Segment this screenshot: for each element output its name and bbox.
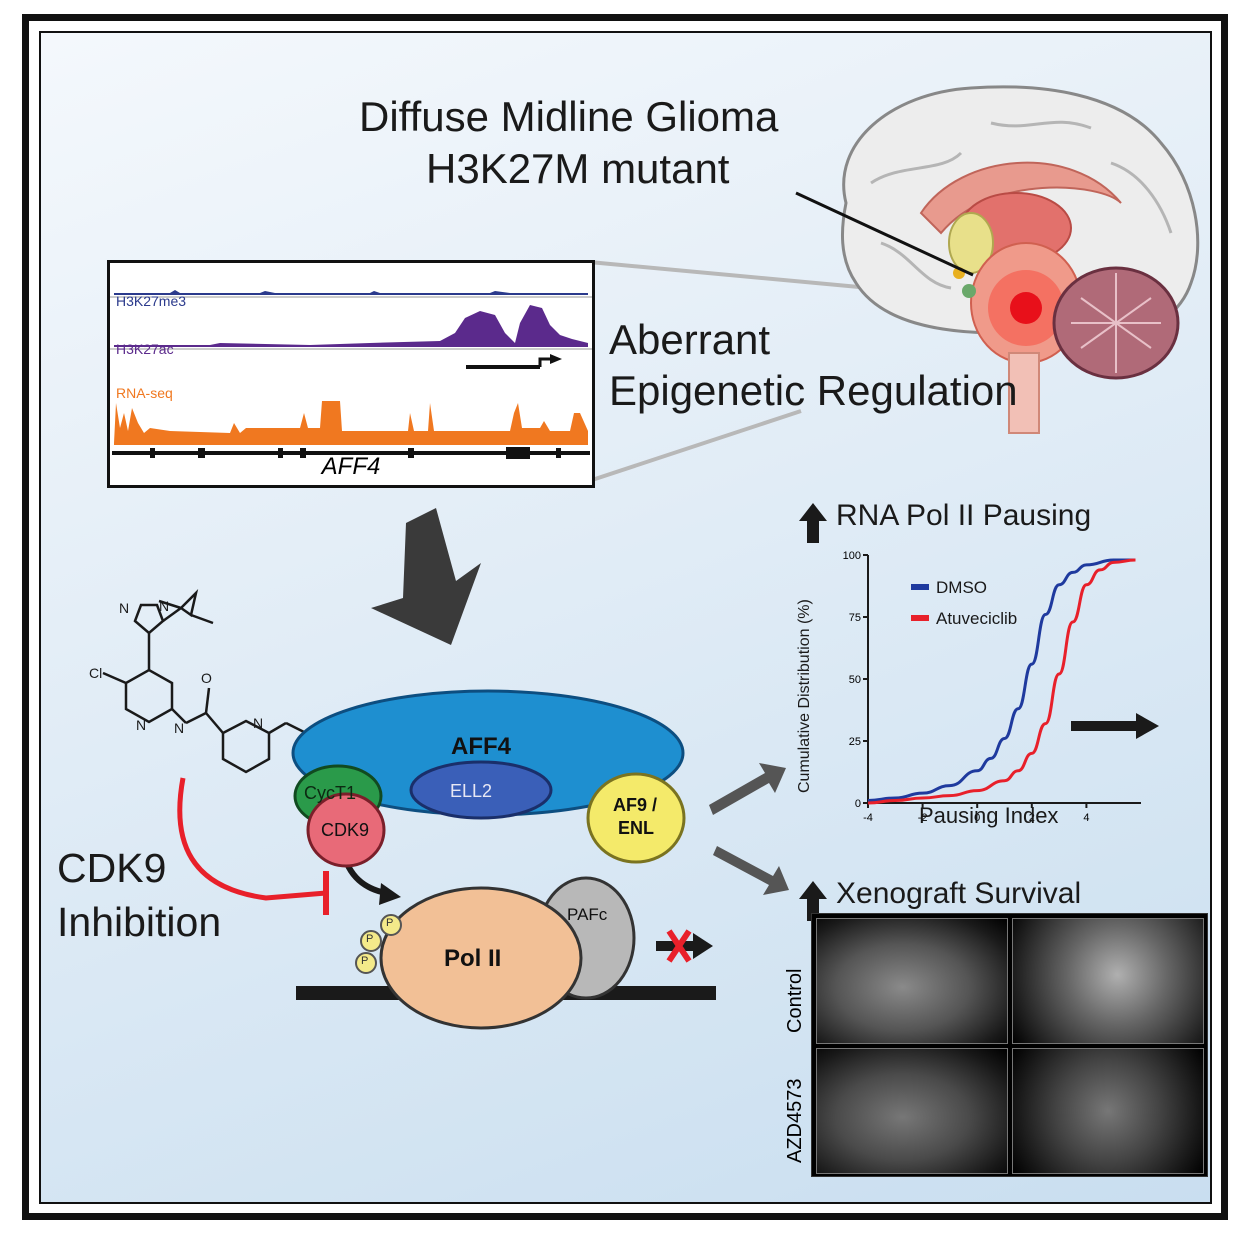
brain-folds: [870, 120, 1173, 290]
mri-row-label-control: Control: [784, 968, 806, 1033]
svg-text:N: N: [253, 715, 263, 731]
mri-control-axial: [1012, 918, 1204, 1044]
mri-azd-sagittal: [816, 1048, 1008, 1174]
x-tick-label: -2: [918, 812, 928, 824]
mri-azd-axial: [1012, 1048, 1204, 1174]
legend-label-atuveciclib: Atuveciclib: [936, 609, 1018, 628]
pointer-line: [795, 191, 974, 277]
title-line1: Diffuse Midline Glioma: [359, 93, 779, 140]
phospho-label-2: P: [366, 933, 374, 945]
up-arrow-survival: [799, 881, 827, 921]
title-line2: H3K27M mutant: [426, 145, 730, 192]
mri-row-label-azd: AZD4573: [784, 1078, 806, 1164]
up-arrow-pausing: [799, 503, 827, 543]
arrow-to-chart: [709, 763, 786, 815]
y-tick-label: 100: [843, 550, 861, 562]
svg-text:N: N: [119, 600, 129, 616]
chart-y-label: Cumulative Distribution (%): [796, 599, 813, 793]
cdk9-label: CDK9: [321, 820, 370, 840]
pafc-label: PAFc: [567, 905, 608, 924]
track-h3k27me3: [114, 290, 588, 295]
aff4-complex: [291, 689, 686, 1030]
x-tick-label: 0: [974, 812, 980, 824]
track-label-h3k27ac: H3K27ac: [116, 341, 174, 357]
transcription-arrow-head: [693, 933, 713, 959]
x-tick-label: 4: [1083, 812, 1089, 824]
shift-arrow-head: [1136, 713, 1159, 739]
shift-arrow-body: [1071, 721, 1139, 731]
svg-text:N: N: [159, 598, 169, 614]
genome-tracks: [110, 290, 592, 459]
series-line-dmso: [867, 558, 1136, 802]
svg-text:Cl: Cl: [89, 665, 102, 681]
arrow-to-xenograft: [713, 846, 789, 895]
track-rnaseq: [114, 401, 588, 445]
aberrant-line2: Epigenetic Regulation: [609, 367, 1018, 414]
legend-label-dmso: DMSO: [936, 578, 987, 597]
polii-ellipse: [379, 886, 583, 1030]
down-arrow: [371, 508, 481, 645]
pausing-title: RNA Pol II Pausing: [836, 499, 1092, 532]
svg-text:N: N: [136, 717, 146, 733]
cerebellum-branches: [1071, 273, 1161, 373]
chart-x-label: Pausing Index: [919, 803, 1059, 828]
inhibition-line2: Inhibition: [57, 899, 222, 945]
x-tick-label: -4: [863, 812, 873, 824]
phospho-2: [360, 930, 382, 952]
af9-ellipse: [586, 772, 686, 864]
xenograft-title: Xenograft Survival: [836, 877, 1082, 910]
y-tick-label: 50: [849, 674, 861, 686]
cdk9-ellipse: [306, 792, 386, 868]
figure-frame: Diffuse Midline Glioma H3K27M mutant: [22, 14, 1228, 1220]
track-h3k27ac: [114, 305, 588, 347]
series-line-atuveciclib: [867, 558, 1136, 805]
ell2-ellipse: [409, 760, 553, 820]
phospho-3: [355, 952, 377, 974]
svg-text:O: O: [201, 670, 212, 686]
svg-text:N: N: [174, 720, 184, 736]
tumor-core: [1010, 292, 1042, 324]
aff4-label: AFF4: [451, 733, 511, 760]
graphical-abstract-panel: Diffuse Midline Glioma H3K27M mutant: [39, 31, 1212, 1204]
track-label-h3k27me3: H3K27me3: [116, 293, 187, 309]
x-tick-label: 2: [1029, 812, 1035, 824]
pausing-chart: -4 -2 0 2 4 0 25 50 75 100: [843, 550, 1159, 824]
mri-control-sagittal: [816, 918, 1008, 1044]
aberrant-line1: Aberrant: [609, 316, 771, 363]
af9-label-line1: AF9 /: [613, 795, 658, 815]
cyct1-label: CycT1: [304, 783, 357, 803]
y-tick-label: 0: [855, 798, 861, 810]
hypothalamus: [962, 284, 976, 298]
connector-line-bottom: [588, 409, 802, 483]
phospho-label-1: P: [386, 917, 394, 929]
inhibition-curve: [177, 777, 327, 901]
phospho-arrow-head: [379, 883, 401, 905]
track-label-rnaseq: RNA-seq: [116, 385, 173, 401]
ell2-label: ELL2: [450, 781, 493, 801]
phospho-label-3: P: [361, 955, 369, 967]
phospho-1: [380, 914, 402, 936]
mri-panel: [811, 913, 1208, 1177]
gene-name: AFF4: [321, 453, 381, 480]
y-tick-label: 25: [849, 736, 861, 748]
block-x-icon: [666, 929, 692, 963]
brainstem: [1008, 352, 1040, 434]
inhibition-line1: CDK9: [57, 845, 167, 891]
y-tick-label: 75: [849, 612, 861, 624]
af9-label-line2: ENL: [618, 818, 654, 838]
polii-label: Pol II: [444, 945, 502, 972]
genome-track-box: H3K27me3 H3K27ac RNA-seq AFF4: [107, 260, 595, 488]
